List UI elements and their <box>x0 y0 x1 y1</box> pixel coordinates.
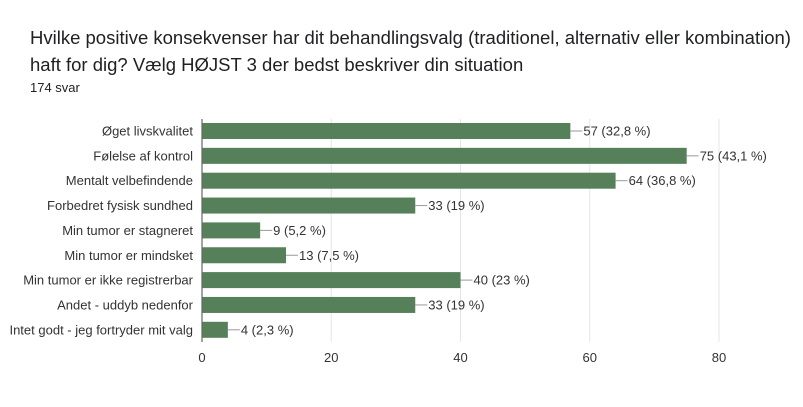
data-label: 4 (2,3 %) <box>241 322 294 337</box>
x-tick-label: 60 <box>583 350 597 365</box>
data-label: 9 (5,2 %) <box>273 223 326 238</box>
x-tick-label: 80 <box>712 350 726 365</box>
data-label: 13 (7,5 %) <box>299 248 359 263</box>
data-label: 75 (43,1 %) <box>700 148 767 163</box>
bar <box>202 272 461 289</box>
bar <box>202 147 687 164</box>
x-tick-label: 20 <box>324 350 338 365</box>
x-tick-label: 40 <box>453 350 467 365</box>
category-label: Mentalt velbefindende <box>66 173 193 188</box>
bar <box>202 296 416 313</box>
category-label: Min tumor er mindsket <box>64 248 193 263</box>
data-label: 33 (19 %) <box>428 198 484 213</box>
category-label: Forbedret fysisk sundhed <box>47 198 193 213</box>
data-label: 57 (32,8 %) <box>583 124 650 139</box>
category-label: Min tumor er stagneret <box>62 223 193 238</box>
bar <box>202 321 228 338</box>
data-label: 33 (19 %) <box>428 297 484 312</box>
bar <box>202 222 261 239</box>
category-label: Min tumor er ikke registrerbar <box>23 273 193 288</box>
category-label: Øget livskvalitet <box>102 124 193 139</box>
response-count: 174 svar <box>30 80 80 95</box>
bar <box>202 247 287 264</box>
question-title: Hvilke positive konsekvenser har dit beh… <box>30 27 791 75</box>
bar <box>202 123 571 139</box>
data-label: 40 (23 %) <box>474 273 530 288</box>
x-tick-label: 0 <box>198 350 205 365</box>
bar <box>202 197 416 214</box>
bar <box>202 172 616 189</box>
category-label: Intet godt - jeg fortryder mit valg <box>9 322 193 337</box>
data-label: 64 (36,8 %) <box>629 173 696 188</box>
category-label: Følelse af kontrol <box>93 148 193 163</box>
category-label: Andet - uddyb nedenfor <box>57 297 194 312</box>
